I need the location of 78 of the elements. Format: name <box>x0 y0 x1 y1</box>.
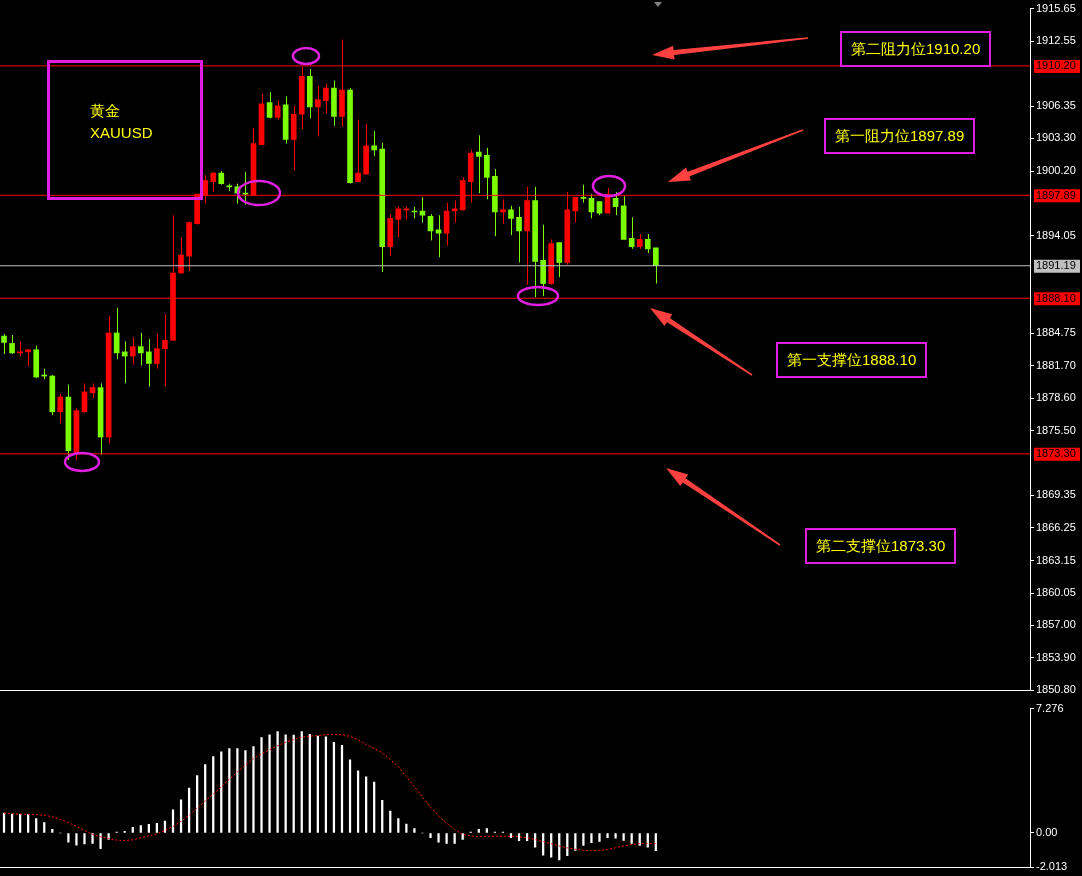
bar <box>606 833 609 839</box>
candlestick <box>154 333 160 370</box>
bar <box>413 828 416 833</box>
bar <box>453 833 456 844</box>
ref-line-label: 1910.20 <box>1036 59 1076 72</box>
bar <box>614 833 617 839</box>
bar <box>244 750 247 833</box>
y-tick-label: 1884.75 <box>1036 326 1076 339</box>
annotation: 第一支撑位1888.10 <box>776 342 928 378</box>
bar <box>276 731 279 833</box>
bar <box>75 833 78 846</box>
bar <box>147 824 150 833</box>
y-tick-label: 1857.00 <box>1036 618 1076 631</box>
bar <box>429 833 432 839</box>
y-tick-label: 1860.05 <box>1036 586 1076 599</box>
bar <box>365 776 368 833</box>
bar <box>622 833 625 841</box>
ref-line-label: 1897.89 <box>1036 188 1076 201</box>
bar <box>91 833 94 844</box>
text: XAUUSD <box>90 124 153 141</box>
candlestick <box>137 332 144 367</box>
ref-line-label: 1888.10 <box>1036 291 1076 304</box>
y-tick-label: 7.276 <box>1036 701 1064 714</box>
bar <box>509 833 513 839</box>
annotation: 第一阻力位1897.89 <box>824 118 976 154</box>
annotation: 第二阻力位1910.20 <box>840 31 992 67</box>
bar <box>83 833 86 845</box>
ref-line-label: 1873.30 <box>1036 447 1076 460</box>
bar <box>461 833 464 840</box>
bar <box>598 833 601 842</box>
bar <box>590 833 593 844</box>
bar <box>405 823 408 833</box>
bar <box>630 833 633 844</box>
y-tick-label: 1869.35 <box>1036 488 1076 501</box>
candlestick <box>556 242 563 278</box>
candlestick <box>25 349 31 368</box>
bar <box>437 833 440 843</box>
bar <box>51 829 54 833</box>
bar <box>445 833 448 844</box>
bar <box>260 737 263 833</box>
bar <box>646 833 649 848</box>
bar <box>139 825 142 833</box>
y-tick-label: 1915.65 <box>1036 1 1076 14</box>
y-tick-label: 1863.15 <box>1036 553 1076 566</box>
bar <box>99 833 102 850</box>
ref-line-label: 1891.19 <box>1036 259 1076 272</box>
bar <box>252 746 255 833</box>
bar <box>43 822 46 833</box>
y-tick-label: 1866.25 <box>1036 521 1076 533</box>
y-tick-label: -2.013 <box>1036 860 1068 873</box>
annotation: 第二支撑位1873.30 <box>805 528 957 564</box>
bar <box>485 828 488 833</box>
line-series <box>3 733 657 852</box>
y-tick-label: 1906.35 <box>1036 99 1076 112</box>
y-tick-label: 1903.30 <box>1036 131 1076 144</box>
candlestick <box>1 333 7 355</box>
bar <box>236 748 239 833</box>
bar <box>35 818 38 833</box>
y-tick-label: 1875.50 <box>1036 423 1076 436</box>
y-tick-label: 0.00 <box>1036 826 1058 839</box>
y-tick-label: 1850.80 <box>1036 683 1076 696</box>
y-tick-label: 1853.90 <box>1036 650 1076 663</box>
bar <box>155 822 159 833</box>
y-tick-label: 1900.20 <box>1036 164 1076 177</box>
y-tick-label: 1881.70 <box>1036 358 1076 371</box>
candlestick <box>186 221 192 272</box>
bar <box>131 827 134 833</box>
bar <box>397 818 400 833</box>
candlestick <box>363 123 369 175</box>
bar <box>477 829 480 833</box>
y-tick-label: 1912.55 <box>1036 34 1076 47</box>
y-tick-label: 1878.60 <box>1036 391 1076 404</box>
bar <box>533 833 537 848</box>
y-tick-label: 1894.05 <box>1036 228 1076 241</box>
bar <box>268 734 271 833</box>
bar <box>67 833 70 843</box>
text: 黄金 <box>90 102 120 121</box>
bar <box>582 833 585 846</box>
